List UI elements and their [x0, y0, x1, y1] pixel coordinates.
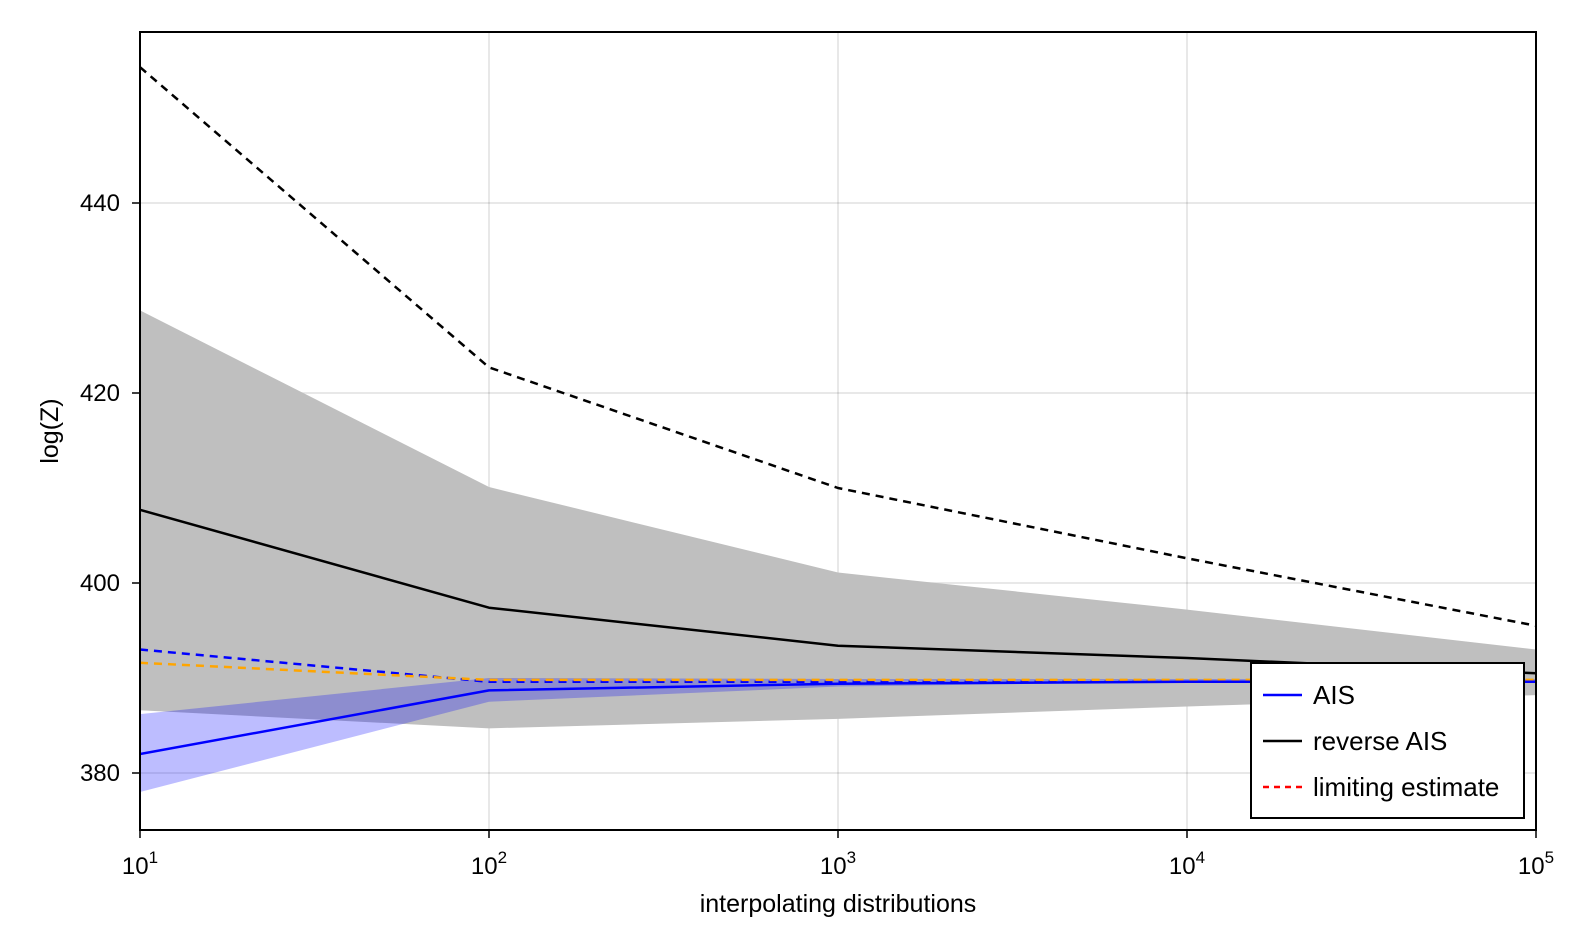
y-tick-label: 380	[80, 760, 120, 787]
x-axis-title: interpolating distributions	[700, 890, 977, 918]
x-tick-label: 102	[471, 848, 507, 880]
y-axis-ticks: 380 400 420 440	[80, 190, 140, 787]
y-tick-label: 400	[80, 570, 120, 597]
legend: AIS reverse AIS limiting estimate	[1251, 663, 1524, 818]
y-tick-label: 420	[80, 380, 120, 407]
legend-label: reverse AIS	[1313, 726, 1447, 756]
x-tick-label: 103	[820, 848, 856, 880]
x-tick-label: 101	[122, 848, 158, 880]
legend-label: limiting estimate	[1313, 772, 1499, 802]
legend-label: AIS	[1313, 680, 1355, 710]
x-tick-label: 105	[1518, 848, 1554, 880]
x-tick-label: 104	[1169, 848, 1205, 880]
y-axis-title: log(Z)	[36, 398, 64, 463]
x-axis-ticks: 101 102 103 104 105	[122, 830, 1554, 880]
y-tick-label: 440	[80, 190, 120, 217]
